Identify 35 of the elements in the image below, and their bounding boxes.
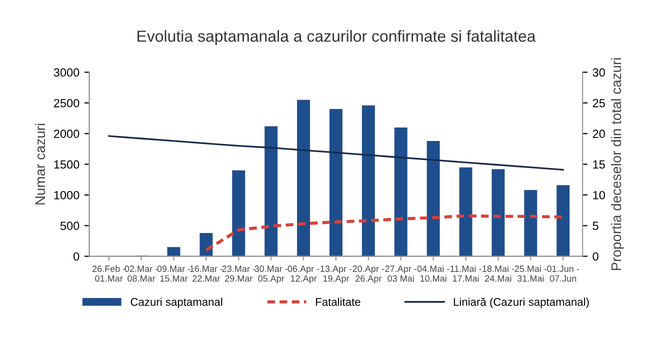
x-tick-label: 11.Mai - 17.Mai bbox=[450, 265, 482, 282]
x-tick-label: 09.Mar - 15.Mar bbox=[157, 266, 190, 282]
y-tick-label: 1500 bbox=[54, 160, 80, 169]
y-tick-label: 1000 bbox=[54, 190, 80, 200]
y-tick-label: 3000 bbox=[54, 68, 80, 77]
y2-tick-label: 10 bbox=[593, 190, 605, 200]
chart-title: Evolutia saptamanala a cazurilor confirmate si fatalitatea bbox=[138, 30, 536, 45]
x-tick-label: 26.Feb - 01.Mar bbox=[92, 265, 126, 282]
legend-label: Cazuri saptamanal bbox=[130, 298, 222, 308]
y-axis-title: Numar cazuri bbox=[34, 124, 46, 204]
legend-label: Liniară (Cazuri saptamanal) bbox=[454, 298, 589, 308]
y-tick-label: 2000 bbox=[54, 130, 80, 138]
x-tick-label: 16.Mar - 22.Mar bbox=[190, 266, 223, 282]
x-tick-label: 13.Apr - 19.Apr bbox=[320, 266, 352, 284]
y2-tick-label: 15 bbox=[593, 160, 605, 169]
x-tick-label: 06.Apr - 12.Apr bbox=[288, 266, 320, 284]
y-tick-label: 500 bbox=[60, 222, 80, 230]
x-tick-label: 30.Mar - 05.Apr bbox=[254, 266, 288, 284]
y2-tick-label: 5 bbox=[592, 222, 598, 230]
y2-tick-label: 30 bbox=[592, 68, 605, 77]
x-tick-label: 20.Apr - 26.Apr bbox=[352, 266, 384, 284]
x-tick-label: 02.Mar - 08.Mar bbox=[124, 266, 158, 282]
x-tick-label: 01.Jun - 07.Jun bbox=[547, 266, 579, 282]
y2-tick-label: 20 bbox=[592, 130, 605, 138]
y2-tick-label: 0 bbox=[592, 252, 598, 261]
x-tick-label: 27.Apr - 03 Mai bbox=[385, 266, 417, 282]
x-tick-label: 25.Mai - 31.Mai bbox=[514, 265, 547, 282]
x-tick-label: 18.Mai - 24.Mai bbox=[482, 265, 514, 282]
x-tick-label: 23.Mar - 29.Mar bbox=[222, 266, 256, 282]
x-tick-label: 04.Mai - 10.Mai bbox=[417, 265, 450, 282]
y-tick-label: 2500 bbox=[54, 98, 80, 108]
y2-axis-title: Proportia deceselor din total cazuri bbox=[610, 58, 624, 270]
y2-tick-label: 25 bbox=[592, 98, 605, 108]
legend-label: Fatalitate bbox=[316, 298, 360, 306]
y-tick-label: 0 bbox=[74, 252, 80, 261]
